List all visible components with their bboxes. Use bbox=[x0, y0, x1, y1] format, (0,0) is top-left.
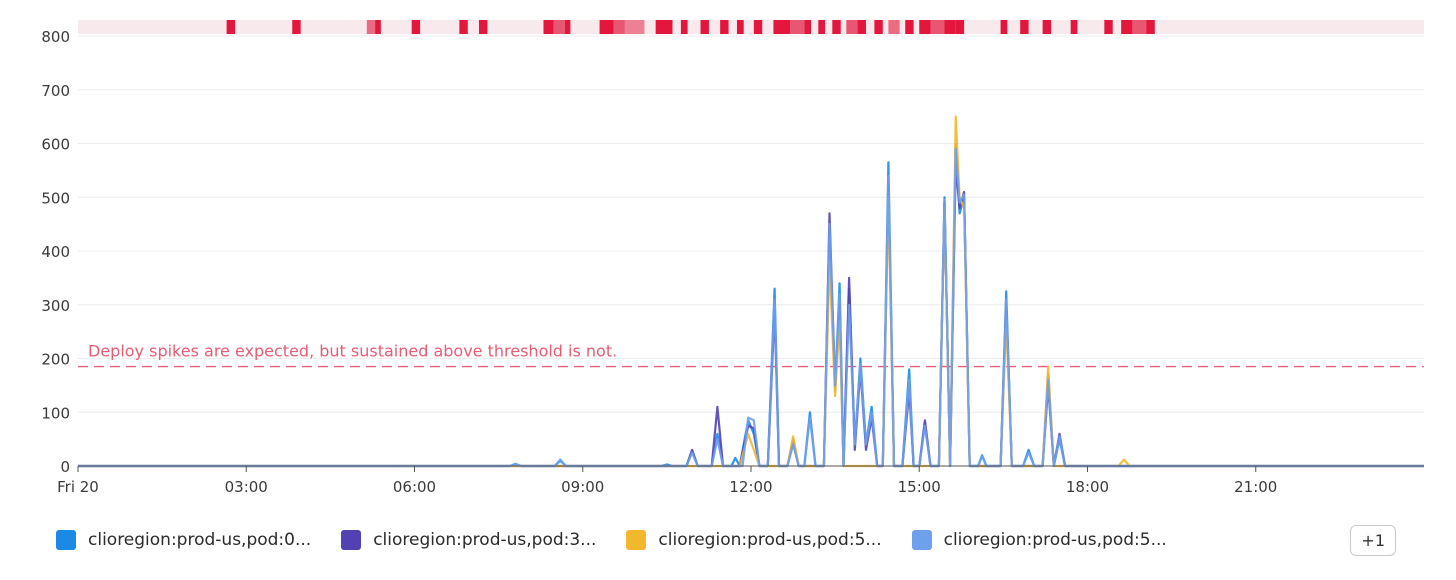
event-marker bbox=[1121, 20, 1133, 34]
event-marker bbox=[790, 20, 805, 34]
event-marker bbox=[1020, 20, 1029, 34]
event-marker bbox=[375, 20, 381, 34]
event-marker bbox=[736, 20, 744, 34]
legend-swatch bbox=[56, 530, 76, 550]
legend-swatch bbox=[911, 530, 932, 550]
x-tick-label: 06:00 bbox=[393, 478, 436, 496]
threshold-label: Deploy spikes are expected, but sustaine… bbox=[88, 342, 617, 361]
legend-swatch bbox=[341, 530, 362, 550]
y-tick-label: 100 bbox=[41, 404, 70, 422]
y-tick-label: 700 bbox=[41, 82, 70, 100]
event-marker bbox=[1132, 20, 1150, 34]
event-marker bbox=[700, 20, 709, 34]
event-marker bbox=[459, 20, 468, 34]
event-marker bbox=[411, 20, 421, 34]
legend-item[interactable]: clioregion:prod-us,pod:0... bbox=[56, 530, 311, 550]
event-marker bbox=[846, 20, 858, 34]
event-marker bbox=[919, 20, 931, 34]
x-tick-label: 21:00 bbox=[1234, 478, 1277, 496]
event-marker bbox=[564, 20, 571, 34]
event-marker bbox=[366, 20, 377, 34]
legend-item[interactable]: clioregion:prod-us,pod:3... bbox=[341, 530, 596, 550]
event-marker bbox=[1000, 20, 1008, 34]
series-line bbox=[78, 163, 1424, 468]
y-tick-label: 200 bbox=[41, 351, 70, 369]
y-tick-label: 600 bbox=[41, 136, 70, 154]
x-tick-label: 18:00 bbox=[1066, 478, 1109, 496]
event-marker bbox=[680, 20, 688, 34]
chart-legend: clioregion:prod-us,pod:0... clioregion:p… bbox=[56, 522, 1396, 558]
event-marker bbox=[944, 20, 956, 34]
x-tick-label: 12:00 bbox=[729, 478, 772, 496]
event-marker bbox=[1104, 20, 1113, 34]
event-marker bbox=[753, 20, 763, 34]
event-marker bbox=[930, 20, 945, 34]
y-tick-label: 800 bbox=[41, 28, 70, 46]
legend-label: clioregion:prod-us,pod:0... bbox=[88, 530, 312, 550]
event-marker bbox=[624, 20, 645, 34]
event-marker bbox=[888, 20, 900, 34]
event-marker bbox=[599, 20, 614, 34]
series-line bbox=[78, 115, 1424, 468]
chart-canvas: 0 100 200 300 400 500 600 700 800 Deploy spikes a… bbox=[41, 20, 1424, 496]
event-marker bbox=[1146, 20, 1155, 34]
event-marker bbox=[1070, 20, 1078, 34]
legend-label: clioregion:prod-us,pod:5... bbox=[658, 530, 882, 550]
event-band bbox=[78, 20, 1424, 34]
event-marker bbox=[874, 20, 883, 34]
x-tick-label: 03:00 bbox=[225, 478, 268, 496]
event-marker bbox=[818, 20, 826, 34]
event-marker bbox=[543, 20, 554, 34]
x-tick-label: 09:00 bbox=[561, 478, 604, 496]
event-marker bbox=[478, 20, 488, 34]
event-marker bbox=[773, 20, 791, 34]
series-line bbox=[78, 147, 1424, 468]
event-marker bbox=[613, 20, 625, 34]
event-marker bbox=[553, 20, 565, 34]
event-marker bbox=[804, 20, 812, 34]
event-marker bbox=[857, 20, 866, 34]
y-tick-label: 0 bbox=[60, 458, 70, 476]
legend-item[interactable]: clioregion:prod-us,pod:5... bbox=[911, 530, 1167, 550]
legend-label: clioregion:prod-us,pod:3... bbox=[373, 530, 597, 550]
y-tick-label: 400 bbox=[41, 243, 70, 261]
event-marker bbox=[655, 20, 673, 34]
x-tick-label: Fri 20 bbox=[57, 478, 99, 496]
event-marker bbox=[292, 20, 301, 34]
event-marker bbox=[905, 20, 914, 34]
event-marker bbox=[955, 20, 965, 34]
legend-item[interactable]: clioregion:prod-us,pod:5... bbox=[626, 530, 882, 550]
legend-swatch bbox=[626, 530, 647, 550]
x-tick-label: 15:00 bbox=[898, 478, 941, 496]
event-marker bbox=[1042, 20, 1052, 34]
legend-label: clioregion:prod-us,pod:5... bbox=[943, 530, 1167, 550]
y-tick-label: 500 bbox=[41, 189, 70, 207]
y-tick-label: 300 bbox=[41, 297, 70, 315]
event-marker bbox=[720, 20, 729, 34]
event-marker bbox=[832, 20, 841, 34]
event-marker bbox=[226, 20, 236, 34]
legend-more-button[interactable]: +1 bbox=[1350, 524, 1396, 556]
